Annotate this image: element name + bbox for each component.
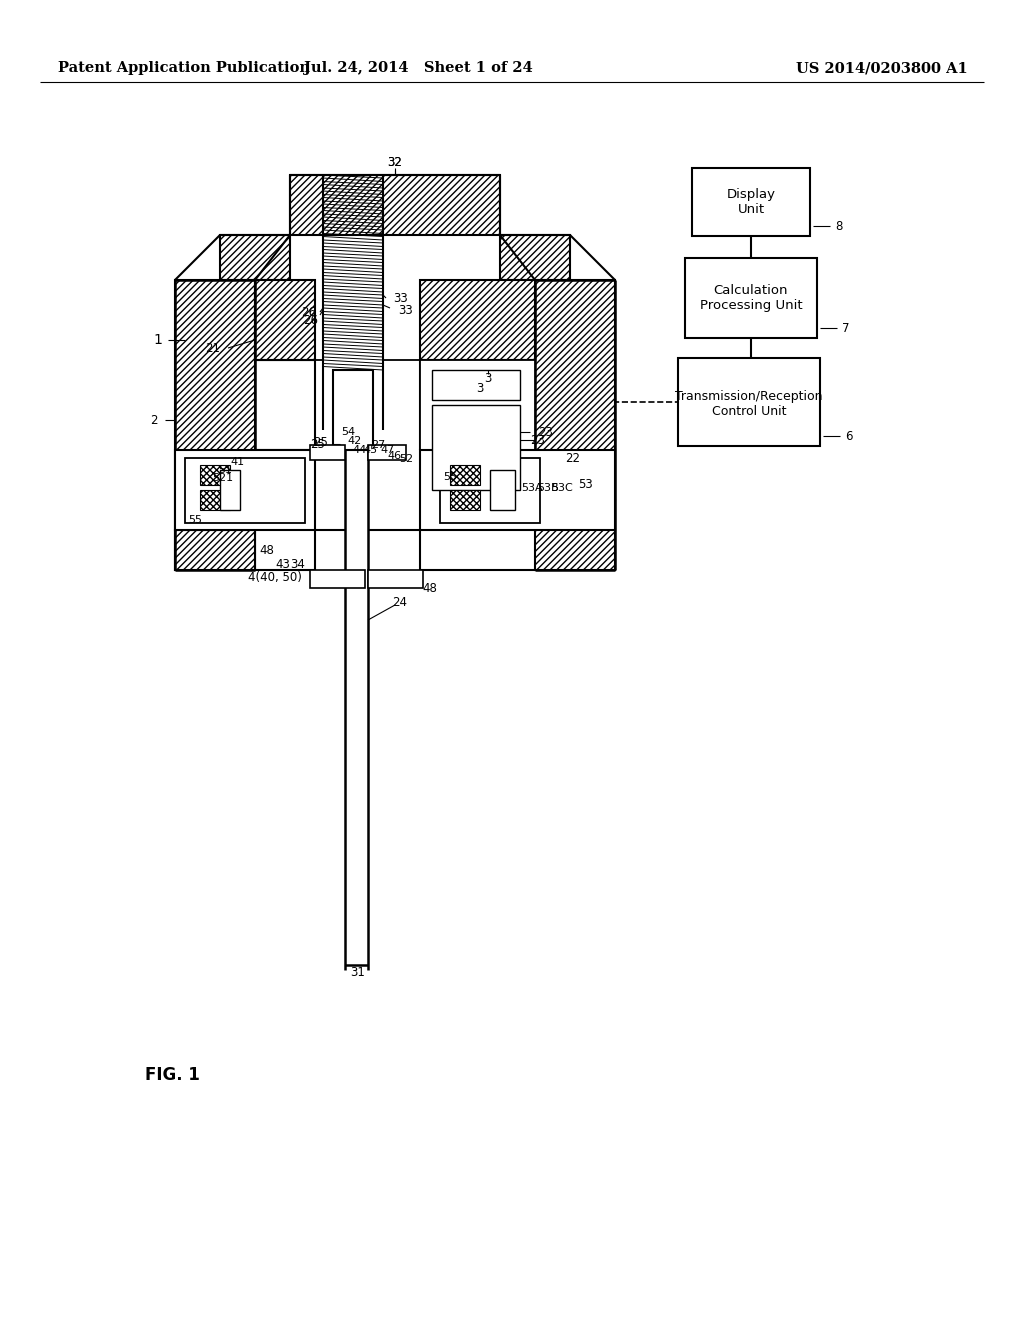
Text: 25: 25 (313, 437, 328, 450)
Text: 48: 48 (423, 582, 437, 594)
Bar (420, 450, 615, 531)
Bar (185, 458, 305, 523)
Text: 24: 24 (392, 595, 408, 609)
Bar (175, 531, 255, 570)
Text: 1: 1 (154, 333, 162, 347)
Text: Calculation
Processing Unit: Calculation Processing Unit (699, 284, 803, 312)
Text: 47: 47 (381, 445, 395, 455)
Text: 34: 34 (291, 558, 305, 572)
Bar (685, 257, 817, 338)
Text: 25: 25 (310, 437, 325, 450)
Text: 3: 3 (484, 371, 492, 384)
Text: 22: 22 (565, 451, 580, 465)
Text: 26: 26 (301, 305, 316, 318)
Text: FIG. 1: FIG. 1 (145, 1067, 200, 1084)
Bar (450, 490, 480, 510)
Bar (175, 450, 315, 531)
Text: Transmission/Reception
Control Unit: Transmission/Reception Control Unit (675, 389, 822, 418)
Bar (490, 470, 515, 510)
Bar (535, 500, 615, 570)
Bar (368, 445, 406, 459)
Text: 54: 54 (341, 426, 355, 437)
Text: 55: 55 (443, 473, 457, 482)
Text: 31: 31 (350, 965, 366, 978)
Text: 8: 8 (835, 219, 843, 232)
Bar (420, 360, 535, 500)
Text: 23: 23 (530, 433, 545, 446)
Text: 53: 53 (578, 479, 593, 491)
Bar (255, 280, 315, 360)
Text: 21: 21 (205, 342, 220, 355)
Text: 53A: 53A (521, 483, 543, 492)
Text: 32: 32 (387, 156, 402, 169)
Text: 43: 43 (275, 558, 291, 572)
Bar (220, 470, 240, 510)
Bar (200, 465, 230, 484)
Text: 7: 7 (842, 322, 850, 334)
Bar (368, 570, 423, 587)
Text: 55: 55 (188, 515, 202, 525)
Text: 2: 2 (151, 413, 158, 426)
Text: 27: 27 (371, 440, 385, 450)
Text: 42: 42 (348, 436, 362, 446)
Text: 51: 51 (218, 465, 232, 475)
Text: 3: 3 (476, 381, 483, 395)
Text: 53B: 53B (538, 483, 559, 492)
Bar (432, 370, 520, 400)
Text: 52: 52 (399, 454, 413, 465)
Bar (310, 570, 365, 587)
Bar (432, 405, 520, 490)
Bar (535, 280, 615, 500)
Bar (200, 490, 230, 510)
Text: Jul. 24, 2014   Sheet 1 of 24: Jul. 24, 2014 Sheet 1 of 24 (304, 61, 532, 75)
Text: 4(40, 50): 4(40, 50) (248, 572, 302, 585)
Text: 32: 32 (387, 157, 402, 169)
Text: 48: 48 (259, 544, 274, 557)
Text: 23: 23 (538, 425, 553, 438)
Bar (450, 465, 480, 484)
Bar (333, 370, 373, 450)
Bar (175, 280, 255, 570)
Text: 53C: 53C (551, 483, 572, 492)
Bar (220, 235, 290, 280)
Bar (310, 445, 345, 459)
Text: 6: 6 (845, 429, 853, 442)
Text: 44: 44 (353, 445, 368, 455)
Text: 46: 46 (388, 451, 402, 461)
Bar (500, 235, 570, 280)
Text: 521: 521 (212, 473, 233, 483)
Text: Display
Unit: Display Unit (726, 187, 775, 216)
Text: 45: 45 (362, 445, 377, 455)
Text: 41: 41 (230, 457, 244, 467)
Text: 26: 26 (303, 314, 318, 326)
Text: Patent Application Publication: Patent Application Publication (58, 61, 310, 75)
Bar (678, 358, 820, 446)
Bar (440, 458, 540, 523)
Text: 33: 33 (398, 304, 413, 317)
Bar (692, 168, 810, 236)
Bar (290, 176, 500, 235)
Text: US 2014/0203800 A1: US 2014/0203800 A1 (797, 61, 968, 75)
Text: 33: 33 (393, 292, 408, 305)
Bar (420, 280, 535, 360)
